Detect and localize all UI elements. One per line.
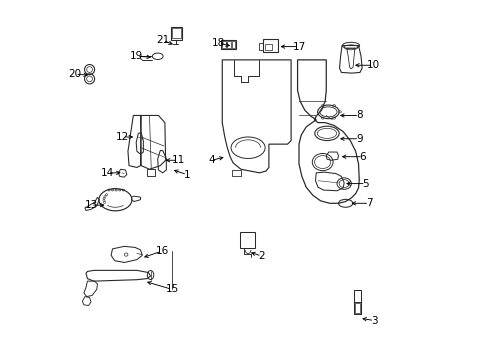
- Bar: [354, 303, 359, 314]
- Text: 8: 8: [355, 111, 362, 121]
- Bar: [232, 170, 241, 176]
- Bar: [240, 232, 254, 248]
- Text: 4: 4: [208, 155, 214, 165]
- Text: 13: 13: [84, 200, 98, 210]
- Bar: [232, 41, 234, 48]
- Text: 21: 21: [156, 35, 169, 45]
- Text: 20: 20: [68, 69, 81, 79]
- Text: 12: 12: [116, 132, 129, 142]
- Text: 15: 15: [165, 284, 178, 294]
- Text: 16: 16: [155, 246, 168, 256]
- Bar: [171, 27, 182, 40]
- Text: 5: 5: [362, 179, 368, 189]
- Text: 14: 14: [101, 168, 114, 178]
- Text: 11: 11: [171, 155, 184, 165]
- Bar: [147, 169, 155, 176]
- Text: 19: 19: [130, 51, 143, 61]
- Bar: [353, 290, 360, 315]
- Text: 1: 1: [183, 170, 190, 180]
- Text: 3: 3: [370, 316, 377, 325]
- Text: 6: 6: [359, 152, 366, 162]
- Bar: [221, 40, 235, 49]
- Text: 9: 9: [355, 134, 362, 144]
- Text: 18: 18: [212, 38, 225, 48]
- Text: 10: 10: [366, 60, 379, 70]
- Text: 7: 7: [365, 198, 372, 208]
- Bar: [172, 28, 181, 39]
- Text: 17: 17: [292, 42, 305, 51]
- Bar: [258, 43, 263, 50]
- Bar: [222, 41, 225, 48]
- Text: 2: 2: [258, 251, 264, 261]
- Bar: [227, 41, 230, 48]
- Bar: [265, 44, 272, 50]
- Bar: [263, 39, 278, 51]
